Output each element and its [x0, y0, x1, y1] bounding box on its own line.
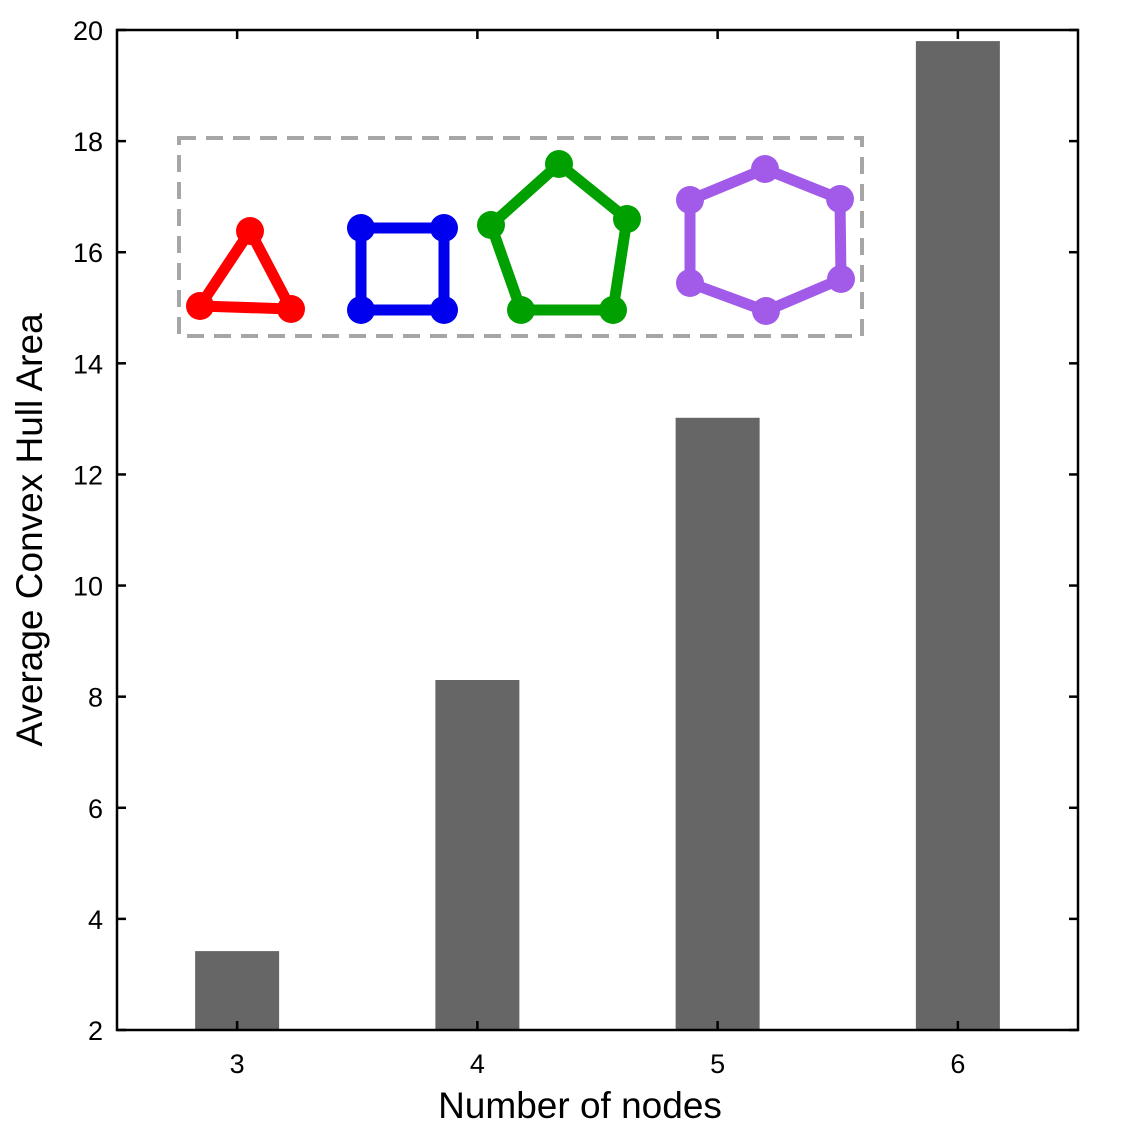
y-tick-label-16: 16: [73, 238, 103, 268]
y-tick-label-2: 2: [88, 1016, 103, 1046]
triangle-graph-icon-node-1: [236, 217, 264, 245]
y-tick-label-20: 20: [73, 16, 103, 46]
hexagon-graph-icon-node-4: [752, 297, 780, 325]
square-graph-icon-node-1: [347, 214, 375, 242]
square-graph-icon: [347, 214, 458, 324]
y-tick-label-6: 6: [88, 794, 103, 824]
x-tick-label-5: 5: [710, 1049, 725, 1079]
x-tick-label-6: 6: [950, 1049, 965, 1079]
hexagon-graph-icon-node-5: [676, 269, 704, 297]
shape-legend: [177, 136, 864, 338]
pentagon-graph-icon-node-2: [613, 205, 641, 233]
y-axis-title: Average Convex Hull Area: [9, 313, 50, 747]
x-tick-label-3: 3: [230, 1049, 245, 1079]
y-tick-label-12: 12: [73, 460, 103, 490]
y-tick-label-4: 4: [88, 905, 103, 935]
bar-4: [435, 680, 520, 1030]
pentagon-graph-icon-node-4: [507, 296, 535, 324]
triangle-graph-icon: [186, 217, 305, 323]
bar-6: [915, 41, 1000, 1031]
hexagon-graph-icon-node-3: [827, 265, 855, 293]
legend-border: [177, 136, 864, 338]
square-graph-icon-edges: [355, 222, 450, 316]
hexagon-graph-icon-node-6: [676, 186, 704, 214]
y-tick-label-18: 18: [73, 127, 103, 157]
plot-frame: [115, 28, 1080, 1032]
pentagon-graph-icon-node-1: [545, 150, 573, 178]
pentagon-graph-icon-node-3: [599, 296, 627, 324]
hexagon-graph-icon-node-1: [751, 155, 779, 183]
square-graph-icon-node-4: [347, 296, 375, 324]
bar-5: [675, 417, 760, 1030]
triangle-graph-icon-node-3: [277, 295, 305, 323]
hexagon-graph-icon-edges: [684, 163, 847, 317]
ticks-group: 3 4 5 6 2 4 6 8 10 12 14 16 18 20: [73, 16, 1078, 1079]
pentagon-graph-icon-edges: [485, 158, 633, 316]
triangle-graph-icon-node-2: [186, 292, 214, 320]
hexagon-graph-icon: [676, 155, 855, 325]
x-tick-label-4: 4: [470, 1049, 485, 1079]
square-graph-icon-node-3: [430, 296, 458, 324]
pentagon-graph-icon-node-5: [477, 211, 505, 239]
y-tick-label-14: 14: [73, 349, 103, 379]
bars-group: [195, 41, 1000, 1031]
square-graph-icon-node-2: [430, 214, 458, 242]
y-tick-label-8: 8: [88, 683, 103, 713]
y-tick-label-10: 10: [73, 572, 103, 602]
x-axis-title: Number of nodes: [438, 1085, 722, 1125]
triangle-graph-icon-edges: [194, 225, 297, 315]
hexagon-graph-icon-node-2: [826, 185, 854, 213]
pentagon-graph-icon: [477, 150, 641, 324]
bar-3: [195, 951, 280, 1030]
